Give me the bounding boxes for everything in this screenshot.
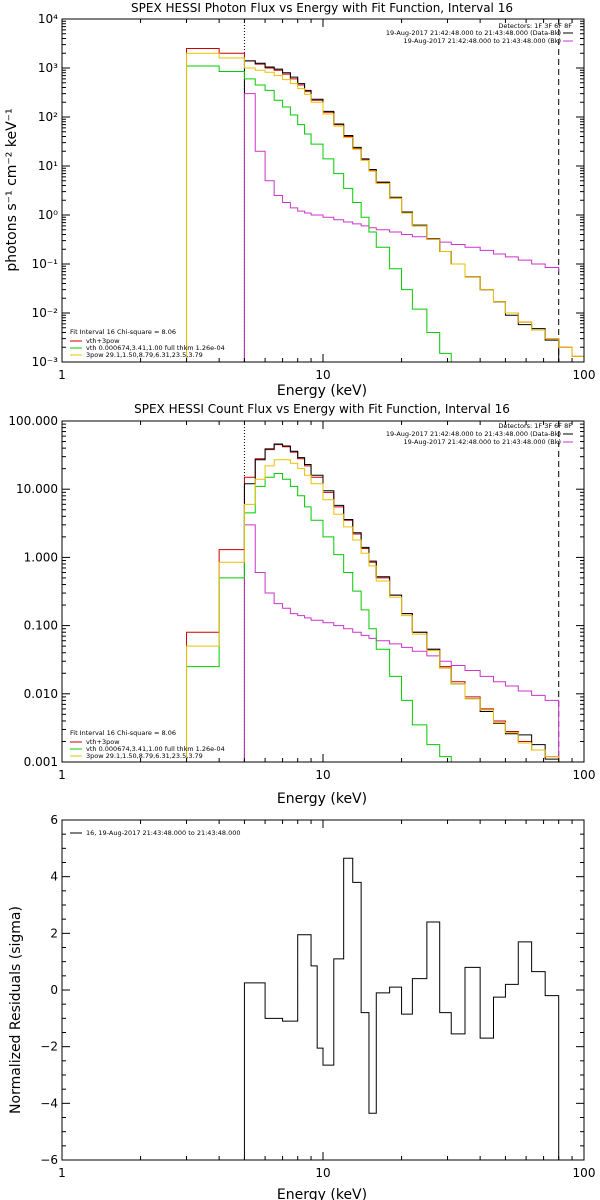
count-ticks-group: 1 10 100 0.001 0.010 0.100 1.000 10.000 100.000	[8, 414, 595, 782]
count-x-tick-label: 10	[315, 768, 330, 782]
count-series-vth-3pow	[186, 444, 584, 762]
resid-y-tick-label: −4	[40, 1096, 58, 1110]
photon-ticks-group: 1 10 100 10⁻³ 10⁻² 10⁻¹ 10⁰ 10¹ 10² 10³ 10⁴	[32, 12, 596, 382]
photon-legend-data-bk: 19-Aug-2017 21:42:48.000 to 21:43:48.000…	[386, 29, 561, 37]
count-legend-3pow: 3pow 29.1,1.50,8.79,6.31,23.5,3.79	[86, 752, 203, 760]
count-flux-panel: SPEX HESSI Count Flux vs Energy with Fit…	[8, 402, 595, 807]
residuals-panel: 1 10 100 −6 −4 −2 0 2 4 6 Energy (keV) Normalized…	[8, 813, 595, 1200]
resid-y-tick-label: 2	[50, 926, 58, 940]
count-y-tick-label: 0.010	[24, 687, 58, 701]
photon-legend-fit-interval: Fit Interval 16 Chi-square = 8.06	[70, 328, 176, 336]
count-y-tick-label: 0.100	[24, 619, 58, 633]
count-x-axis-label: Energy (keV)	[277, 791, 367, 807]
residual-x-axis-label: Energy (keV)	[277, 1187, 367, 1200]
residual-series-group	[243, 857, 560, 1160]
photon-legend-bottom: Fit Interval 16 Chi-square = 8.06 vth+3p…	[70, 328, 225, 359]
count-legend-top: Detectors: 1F 3F 6F 8F 19-Aug-2017 21:42…	[386, 422, 573, 446]
resid-y-tick-label: 0	[50, 983, 58, 997]
count-legend-detectors: Detectors: 1F 3F 6F 8F	[498, 422, 572, 430]
residual-ticks-group: 1 10 100 −6 −4 −2 0 2 4 6	[40, 813, 595, 1180]
photon-x-tick-label: 1	[58, 368, 66, 382]
photon-y-tick-label: 10¹	[38, 159, 58, 173]
photon-legend-bk: 19-Aug-2017 21:42:48.000 to 21:43:48.000…	[404, 37, 561, 45]
count-legend-bottom: Fit Interval 16 Chi-square = 8.06 vth+3p…	[70, 729, 225, 760]
count-legend-vth3pow: vth+3pow	[86, 738, 120, 746]
resid-y-tick-label: 4	[50, 870, 58, 884]
residual-legend: 16, 19-Aug-2017 21:43:48.000 to 21:43:48…	[70, 829, 241, 837]
resid-x-tick-label: 10	[315, 1166, 330, 1180]
photon-legend-vth: vth 0.000674,3.41,1.00 full thkm 1.26e-0…	[86, 344, 225, 352]
count-series-3pow	[186, 459, 584, 762]
count-x-tick-label: 100	[573, 768, 596, 782]
photon-series-group	[186, 19, 584, 362]
photon-flux-panel: SPEX HESSI Photon Flux vs Energy with Fi…	[4, 1, 595, 399]
photon-x-axis-label: Energy (keV)	[277, 383, 367, 399]
photon-y-tick-label: 10²	[38, 110, 58, 124]
count-series-bk	[243, 524, 560, 762]
count-y-tick-label: 0.001	[24, 755, 58, 769]
photon-series-vth-3pow	[186, 48, 584, 362]
resid-y-tick-label: 6	[50, 813, 58, 827]
photon-series-3pow	[186, 52, 584, 362]
count-panel-title: SPEX HESSI Count Flux vs Energy with Fit…	[134, 402, 510, 416]
count-legend-data-bk: 19-Aug-2017 21:42:48.000 to 21:43:48.000…	[386, 430, 561, 438]
photon-series-bk	[243, 93, 560, 362]
count-series-group	[186, 421, 584, 762]
photon-y-axis-label: photons s⁻¹ cm⁻² keV⁻¹	[4, 108, 20, 271]
count-legend-vth: vth 0.000674,3.41,1.00 full thkm 1.26e-0…	[86, 745, 225, 753]
photon-legend-top: Detectors: 1F 3F 6F 8F 19-Aug-2017 21:42…	[386, 22, 573, 45]
resid-y-tick-label: −6	[40, 1153, 58, 1167]
resid-y-tick-label: −2	[40, 1040, 58, 1054]
photon-x-tick-label: 100	[573, 368, 596, 382]
photon-y-tick-label: 10⁻¹	[32, 257, 59, 271]
residual-y-axis-label: Normalized Residuals (sigma)	[8, 906, 24, 1114]
residual-legend-label: 16, 19-Aug-2017 21:43:48.000 to 21:43:48…	[86, 829, 241, 837]
resid-x-tick-label: 100	[573, 1166, 596, 1180]
photon-panel-title: SPEX HESSI Photon Flux vs Energy with Fi…	[131, 1, 513, 15]
photon-y-tick-label: 10⁻²	[32, 306, 59, 320]
photon-y-tick-label: 10⁴	[38, 12, 58, 26]
photon-legend-3pow: 3pow 29.1,1.50,8.79,6.31,23.5,3.79	[86, 351, 203, 359]
count-series-vth	[186, 472, 466, 762]
photon-y-tick-label: 10⁻³	[32, 355, 59, 369]
count-legend-bk: 19-Aug-2017 21:42:48.000 to 21:43:48.000…	[404, 438, 561, 446]
photon-y-tick-label: 10³	[38, 61, 58, 75]
photon-legend-detectors: Detectors: 1F 3F 6F 8F	[498, 22, 572, 30]
count-legend-fit-interval: Fit Interval 16 Chi-square = 8.06	[70, 729, 176, 737]
resid-x-tick-label: 1	[58, 1166, 66, 1180]
count-series-data-bk	[243, 443, 560, 762]
photon-y-tick-label: 10⁰	[38, 208, 58, 222]
resid-series-16	[243, 857, 560, 1160]
count-y-tick-label: 1.000	[24, 550, 58, 564]
count-plot-frame	[61, 420, 585, 763]
photon-x-tick-label: 10	[315, 368, 330, 382]
photon-legend-vth3pow: vth+3pow	[86, 337, 120, 345]
count-y-tick-label: 10.000	[16, 482, 58, 496]
count-x-tick-label: 1	[58, 768, 66, 782]
photon-series-vth	[186, 65, 494, 362]
count-y-tick-label: 100.000	[8, 414, 58, 428]
